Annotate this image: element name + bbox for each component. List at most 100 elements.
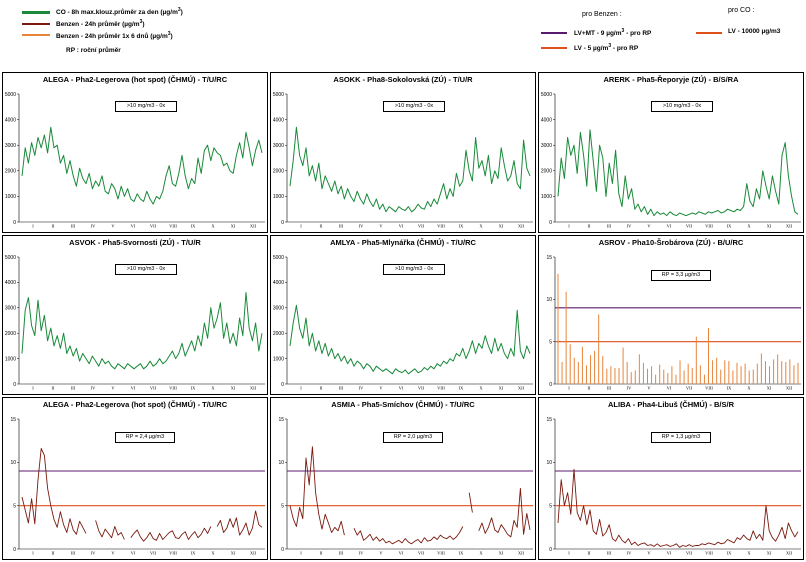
month-label: XII [250, 551, 257, 556]
chart-panel: ASMIA - Pha5-Smíchov (ČHMÚ) - T/U/RC 0 5 10… [270, 397, 536, 560]
month-label: II [52, 551, 55, 556]
month-label: X [747, 386, 751, 391]
y-tick-label: 1000 [5, 356, 16, 362]
month-label: II [320, 551, 323, 556]
month-label: VIII [437, 386, 445, 391]
y-tick-label: 1000 [541, 194, 552, 200]
y-tick-label: 2000 [273, 169, 284, 175]
legend-swatch-co [22, 11, 50, 14]
month-label: VIII [169, 386, 177, 391]
chart-title: ASOKK - Pha8-Sokolovská (ZÚ) - T/U/R [333, 75, 473, 84]
data-series-line [289, 446, 531, 545]
y-tick-label: 5 [549, 503, 552, 509]
y-tick-label: 0 [281, 547, 284, 553]
month-label: XI [499, 224, 504, 229]
month-label: III [339, 224, 344, 229]
data-series-line [557, 468, 799, 548]
month-label: XII [518, 224, 525, 229]
month-label: III [71, 551, 76, 556]
legend-swatch-lvmt [541, 32, 567, 34]
month-label: X [211, 386, 215, 391]
y-tick-label: 10 [10, 460, 16, 466]
y-tick-label: 5 [549, 339, 552, 345]
month-label: XII [250, 224, 257, 229]
chart-note: >10 mg/m3 - 0x [383, 101, 445, 112]
month-label: VII [418, 551, 425, 556]
month-label: III [607, 551, 612, 556]
y-tick-label: 4000 [541, 117, 552, 123]
y-tick-label: 15 [10, 417, 16, 423]
chart-panel: AMLYA - Pha5-Mlynářka (ČHMÚ) - T/U/RC 0 10… [270, 235, 536, 395]
month-label: XII [518, 551, 525, 556]
month-label: VIII [437, 224, 445, 229]
chart-note: >10 mg/m3 - 0x [115, 101, 177, 112]
legend-benz6-sup: 3 [167, 31, 171, 37]
month-label: II [588, 551, 591, 556]
month-label: VI [399, 386, 404, 391]
month-label: VIII [437, 551, 445, 556]
chart-title: ALEGA - Pha2-Legerova (hot spot) (ČHMÚ) … [42, 400, 228, 409]
month-label: IV [627, 224, 632, 229]
month-label: VI [131, 551, 136, 556]
month-label: I [568, 551, 570, 556]
month-label: XII [518, 386, 525, 391]
y-tick-label: 4000 [5, 280, 16, 286]
y-tick-label: 0 [281, 382, 284, 388]
data-series-line [289, 126, 531, 213]
legend-lvco: LV - 10000 µg/m3 [728, 28, 781, 35]
legend-pro-benzen: pro Benzen : [582, 11, 622, 18]
chart-title: ASVOK - Pha5-Svornosti (ZÚ) - T/U/R [69, 238, 201, 247]
y-tick-label: 15 [546, 255, 552, 261]
chart-note: >10 mg/m3 - 0x [115, 264, 177, 275]
y-tick-label: 5000 [273, 255, 284, 261]
month-label: IX [459, 551, 464, 556]
legend-lv5-sup: 3 [608, 43, 612, 49]
chart-title: AMLYA - Pha5-Mlynářka (ČHMÚ) - T/U/RC [330, 238, 476, 247]
y-tick-label: 3000 [541, 143, 552, 149]
chart-note: RP = 3,3 µg/m3 [651, 270, 711, 281]
legend-co-text: CO - 8h max.klouz.průměr za den (µg/m [56, 9, 178, 17]
chart-note: >10 mg/m3 - 0x [651, 101, 713, 112]
y-tick-label: 0 [549, 382, 552, 388]
month-label: IX [191, 386, 196, 391]
month-label: VII [150, 551, 157, 556]
chart-title: ALEGA - Pha2-Legerova (hot spot) (ČHMÚ) … [42, 75, 228, 84]
month-label: II [588, 386, 591, 391]
chart-panel: ASROV - Pha10-Šrobárova (ZÚ) - B/U/RC 0 5 1… [538, 235, 804, 395]
y-tick-label: 0 [13, 547, 16, 553]
y-tick-label: 5000 [273, 92, 284, 98]
month-label: III [71, 224, 76, 229]
month-label: IX [727, 551, 732, 556]
legend-lvmt-text: LV+MT - 9 µg/m [574, 30, 622, 38]
chart-note: RP = 1,3 µg/m3 [651, 432, 711, 443]
y-tick-label: 1000 [273, 194, 284, 200]
month-label: IX [191, 224, 196, 229]
month-label: IX [459, 224, 464, 229]
chart-title: ASROV - Pha10-Šrobárova (ZÚ) - B/U/RC [598, 238, 744, 247]
legend-swatch-lvco [696, 32, 722, 34]
y-tick-label: 4000 [5, 117, 16, 123]
y-tick-label: 3000 [273, 306, 284, 312]
y-tick-label: 10 [546, 297, 552, 303]
month-label: XII [786, 386, 793, 391]
chart-title: ASMIA - Pha5-Smíchov (ČHMÚ) - T/U/RC [331, 400, 475, 409]
y-tick-label: 5000 [5, 92, 16, 98]
month-label: VIII [169, 224, 177, 229]
month-label: VII [686, 386, 693, 391]
month-label: IX [459, 386, 464, 391]
legend-benz24: Benzen - 24h průměr (µg/m3) [56, 19, 145, 28]
legend-benz6: Benzen - 24h průměr 1x 6 dnů (µg/m3) [56, 31, 173, 40]
legend-benz6-text: Benzen - 24h průměr 1x 6 dnů (µg/m [56, 33, 168, 41]
month-label: VI [667, 386, 672, 391]
month-label: V [379, 224, 383, 229]
y-tick-label: 0 [549, 220, 552, 226]
legend-lv5: LV - 5 µg/m3 - pro RP [574, 43, 638, 52]
month-label: III [71, 386, 76, 391]
month-label: V [379, 551, 383, 556]
month-label: I [300, 551, 302, 556]
y-tick-label: 10 [546, 460, 552, 466]
legend-lv5-end: - pro RP [611, 45, 639, 53]
